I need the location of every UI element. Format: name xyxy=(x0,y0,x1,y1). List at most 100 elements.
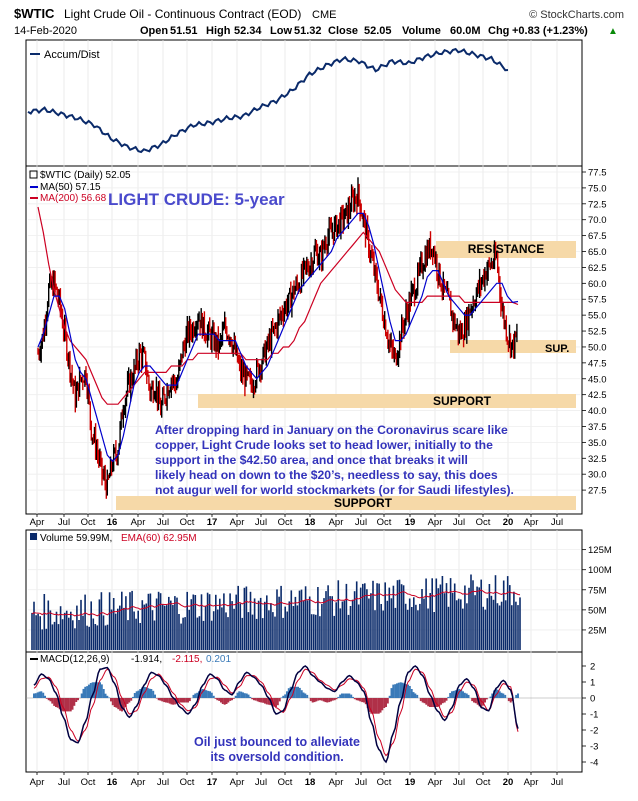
x-tick-label: Apr xyxy=(524,777,539,788)
volume-y-tick-label: 100M xyxy=(588,565,612,576)
price-y-tick-label: 32.5 xyxy=(588,454,607,465)
macd-legend-value1: -1.914, xyxy=(131,654,162,665)
x-tick-label: Jul xyxy=(453,777,465,788)
support-zone-lower xyxy=(116,496,576,510)
volume-ema-line xyxy=(31,589,521,617)
price-y-tick-label: 42.5 xyxy=(588,390,607,401)
macd-histogram xyxy=(33,682,519,714)
chg-value: +0.83 (+1.23%) xyxy=(512,25,588,37)
macd-annotation: Oil just bounced to alleviate its overso… xyxy=(194,735,360,764)
x-tick-label: Jul xyxy=(255,517,267,528)
macd-legend: MACD(12,26,9) -1.914, -2.115, 0.201 xyxy=(30,654,231,665)
x-tick-label: Oct xyxy=(278,777,293,788)
x-tick-label: Oct xyxy=(476,517,491,528)
high-label: High xyxy=(206,25,231,37)
price-bars xyxy=(37,177,518,499)
macd-y-tick-label: -3 xyxy=(590,742,598,753)
high-value: 52.34 xyxy=(234,25,262,37)
x-tick-label: 18 xyxy=(305,517,316,528)
symbol: $WTIC xyxy=(14,6,55,21)
x-tick-label: Jul xyxy=(58,517,70,528)
price-legend-swatch xyxy=(29,170,38,179)
x-tick-label: Apr xyxy=(230,517,245,528)
annotation-line-4: likely head on down to the $20’s, needle… xyxy=(155,468,498,482)
price-x-axis: Apr Jul Oct 16 Apr Jul Oct 17 Apr Jul Oct 18 Apr Jul O… xyxy=(30,514,563,528)
volume-value: 60.0M xyxy=(450,25,481,37)
x-tick-label: Oct xyxy=(81,777,96,788)
volume-label: Volume xyxy=(402,25,441,37)
macd-y-tick-label: -4 xyxy=(590,758,598,769)
x-tick-label: 20 xyxy=(503,517,514,528)
price-y-tick-label: 57.5 xyxy=(588,295,607,306)
x-tick-label: Oct xyxy=(180,777,195,788)
x-tick-label: Apr xyxy=(524,517,539,528)
resistance-zone xyxy=(436,241,576,258)
x-tick-label: 17 xyxy=(207,777,218,788)
macd-annotation-line-1: Oil just bounced to alleviate xyxy=(194,735,360,749)
macd-y-tick-label: -1 xyxy=(590,710,598,721)
bottom-x-axis: Apr Jul Oct 16 Apr Jul Oct 17 Apr Jul Oct 18 Apr Jul O… xyxy=(30,772,563,788)
macd-line xyxy=(33,665,519,764)
close-label: Close xyxy=(328,25,358,37)
chg-label: Chg xyxy=(488,25,509,37)
x-tick-label: Oct xyxy=(377,517,392,528)
volume-y-axis: 25M 50M 75M 100M 125M xyxy=(582,545,612,636)
price-y-tick-label: 65.0 xyxy=(588,247,607,258)
x-tick-label: 20 xyxy=(503,777,514,788)
volume-y-tick-label: 75M xyxy=(588,585,607,596)
x-tick-label: 19 xyxy=(405,777,416,788)
price-y-tick-label: 52.5 xyxy=(588,327,607,338)
support-label-lower: SUPPORT xyxy=(334,496,393,510)
x-tick-label: Apr xyxy=(131,517,146,528)
macd-legend-value2: -2.115, xyxy=(172,654,202,665)
exchange: CME xyxy=(312,9,336,21)
close-value: 52.05 xyxy=(364,25,392,37)
chart-header: $WTIC Light Crude Oil - Continuous Contr… xyxy=(14,6,624,37)
x-tick-label: 16 xyxy=(107,777,118,788)
open-value: 51.51 xyxy=(170,25,198,37)
support-zone-upper xyxy=(198,394,576,408)
price-y-tick-label: 77.5 xyxy=(588,168,607,179)
x-tick-label: Jul xyxy=(157,517,169,528)
price-y-tick-label: 45.0 xyxy=(588,374,607,385)
macd-y-tick-label: 1 xyxy=(590,678,595,689)
accum-dist-legend: Accum/Dist xyxy=(30,49,100,61)
x-tick-label: Oct xyxy=(81,517,96,528)
sup-label: SUP. xyxy=(545,343,569,355)
x-tick-label: Oct xyxy=(377,777,392,788)
volume-y-tick-label: 125M xyxy=(588,545,612,556)
x-tick-label: 18 xyxy=(305,777,316,788)
x-tick-label: 19 xyxy=(405,517,416,528)
x-tick-label: Apr xyxy=(30,777,45,788)
price-legend-ma50: MA(50) 57.15 xyxy=(40,182,101,193)
price-legend-main: $WTIC (Daily) 52.05 xyxy=(40,170,131,181)
macd-y-axis: -4 -3 -2 -1 0 1 2 xyxy=(582,662,598,769)
price-y-tick-label: 37.5 xyxy=(588,422,607,433)
annotation-line-2: copper, Light Crude looks set to head lo… xyxy=(155,438,493,452)
x-tick-label: Apr xyxy=(428,777,443,788)
macd-signal-line xyxy=(33,668,519,757)
price-y-tick-label: 72.5 xyxy=(588,199,607,210)
x-tick-label: Apr xyxy=(30,517,45,528)
low-label: Low xyxy=(270,25,292,37)
price-y-tick-label: 55.0 xyxy=(588,311,607,322)
x-tick-label: 16 xyxy=(107,517,118,528)
instrument-name: Light Crude Oil - Continuous Contract (E… xyxy=(64,7,301,21)
macd-legend-value3: 0.201 xyxy=(206,654,231,665)
x-tick-label: 17 xyxy=(207,517,218,528)
price-legend-ma200: MA(200) 56.68 xyxy=(40,193,107,204)
annotation-line-1: After dropping hard in January on the Co… xyxy=(155,423,508,437)
resistance-label: RESISTANCE xyxy=(468,242,544,256)
x-tick-label: Jul xyxy=(58,777,70,788)
open-label: Open xyxy=(140,25,168,37)
support-label-upper: SUPPORT xyxy=(433,394,492,408)
x-tick-label: Jul xyxy=(255,777,267,788)
x-tick-label: Jul xyxy=(551,777,563,788)
ma200-line xyxy=(37,206,519,405)
annotation-line-5: not augur well for world stockmarkets (o… xyxy=(155,483,514,497)
x-tick-label: Apr xyxy=(230,777,245,788)
x-tick-label: Oct xyxy=(180,517,195,528)
price-y-tick-label: 62.5 xyxy=(588,263,607,274)
ma50-line xyxy=(37,212,519,463)
